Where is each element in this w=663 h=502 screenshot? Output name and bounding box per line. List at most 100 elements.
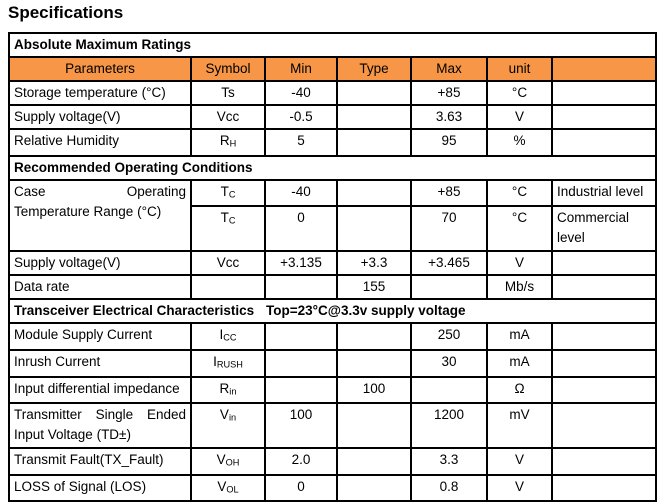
param-cell: Transmitter Single Ended Input Voltage (… [8, 402, 192, 450]
section-title-cell: Transceiver Electrical Characteristics To… [7, 298, 658, 325]
param-cell: Transmit Fault(TX_Fault) [8, 447, 192, 476]
symbol-text: Vcc [216, 255, 240, 271]
unit-cell: °C [486, 80, 553, 106]
min-cell: -40 [264, 178, 338, 208]
symbol-cell: TC [190, 205, 266, 253]
note-cell [550, 447, 658, 476]
min-cell: 2.0 [264, 447, 338, 476]
symbol-cell: TC [190, 178, 266, 208]
type-cell [336, 205, 412, 253]
min-cell: 0 [264, 205, 338, 253]
column-header-max: Max [410, 56, 488, 82]
table-row: Input differential impedance Rin 100 Ω [8, 375, 658, 405]
max-cell: 0.8 [410, 473, 488, 502]
max-cell: 70 [410, 205, 488, 253]
symbol-cell: VOL [190, 473, 266, 502]
min-cell [264, 348, 338, 378]
min-cell [264, 274, 338, 301]
max-cell: 3.3 [410, 447, 488, 476]
type-cell [336, 104, 412, 130]
unit-cell: V [486, 250, 553, 277]
section-title: Absolute Maximum Ratings [14, 37, 192, 52]
table-row: Inrush Current IRUSH 30 mA [8, 348, 658, 378]
max-cell: +3.465 [410, 250, 488, 277]
symbol-cell: Vcc [190, 250, 266, 277]
note-cell [550, 104, 658, 130]
param-cell: Data rate [8, 274, 192, 301]
unit-cell: Mb/s [486, 274, 553, 301]
section-title: Recommended Operating Conditions [14, 159, 253, 175]
spec-table-body: Absolute Maximum Ratings Parameters Symbol… [7, 32, 658, 502]
column-header-row: Parameters Symbol Min Type Max unit [8, 56, 658, 82]
symbol-cell: ICC [190, 322, 266, 351]
min-cell: 0 [264, 473, 338, 502]
unit-cell: mV [486, 402, 553, 450]
column-header-type: Type [336, 56, 412, 82]
min-cell: -0.5 [264, 104, 338, 130]
type-cell [336, 402, 412, 450]
section-title-cell: Absolute Maximum Ratings [7, 32, 658, 58]
param-cell: Module Supply Current [8, 322, 192, 351]
symbol-subscript: in [228, 412, 237, 423]
max-cell [410, 274, 488, 301]
symbol-subscript: C [228, 189, 236, 200]
param-cell: Supply voltage(V) [8, 104, 192, 130]
param-cell: Supply voltage(V) [8, 250, 192, 277]
section-subtitle: Top=23°C@3.3v supply voltage [266, 303, 466, 319]
max-cell: 30 [410, 348, 488, 378]
unit-cell: V [486, 104, 553, 130]
spec-table: Absolute Maximum Ratings Parameters Symbol… [7, 32, 658, 502]
symbol-cell: Vin [190, 402, 266, 450]
table-row: Transmit Fault(TX_Fault) VOH 2.0 3.3 V [8, 447, 658, 476]
section-title-cell: Recommended Operating Conditions [7, 154, 658, 181]
note-cell: Commercial level [550, 205, 658, 253]
table-row: Supply voltage(V) Vcc -0.5 3.63 V [8, 104, 658, 130]
note-cell [550, 250, 658, 277]
symbol-cell: Vcc [190, 104, 266, 130]
note-cell [550, 402, 658, 450]
symbol-cell: VOH [190, 447, 266, 476]
page-title: Specifications [8, 3, 124, 22]
symbol-text: V [216, 452, 226, 468]
note-cell [550, 80, 658, 106]
symbol-subscript: C [228, 215, 236, 226]
min-cell [264, 322, 338, 351]
note-cell [550, 322, 658, 351]
column-header-unit: unit [486, 56, 553, 82]
unit-cell: mA [486, 322, 553, 351]
type-cell [336, 447, 412, 476]
max-cell: +85 [410, 178, 488, 208]
table-row: Transmitter Single Ended Input Voltage (… [8, 402, 658, 450]
section-header-row: Transceiver Electrical Characteristics To… [7, 298, 658, 325]
symbol-text: Ts [221, 85, 235, 100]
min-cell: 5 [264, 128, 338, 157]
symbol-subscript: OH [225, 457, 240, 468]
type-cell [336, 322, 412, 351]
symbol-text: Vcc [216, 109, 240, 124]
symbol-subscript: H [229, 138, 237, 149]
table-row: Data rate 155 Mb/s [8, 274, 658, 301]
column-header-empty [550, 56, 658, 82]
symbol-text: I [219, 327, 224, 343]
symbol-text: I [213, 353, 217, 369]
unit-cell: % [486, 128, 553, 157]
note-cell: Industrial level [550, 178, 658, 208]
note-cell [550, 274, 658, 301]
symbol-text: R [219, 133, 230, 148]
min-cell: -40 [264, 80, 338, 106]
symbol-text: V [219, 407, 229, 423]
type-cell: 100 [336, 375, 412, 405]
type-cell [336, 128, 412, 157]
symbol-text: T [220, 183, 229, 199]
symbol-cell [190, 274, 266, 301]
symbol-cell: IRUSH [190, 348, 266, 378]
symbol-cell: RH [190, 128, 266, 157]
column-header-min: Min [264, 56, 338, 82]
table-row: Supply voltage(V) Vcc +3.135 +3.3 +3.465 V [8, 250, 658, 277]
note-cell [550, 348, 658, 378]
section-header-row: Absolute Maximum Ratings [7, 32, 658, 58]
param-cell: Relative Humidity [8, 128, 192, 157]
unit-cell: mA [486, 348, 553, 378]
param-cell: Storage temperature (°C) [8, 80, 192, 106]
